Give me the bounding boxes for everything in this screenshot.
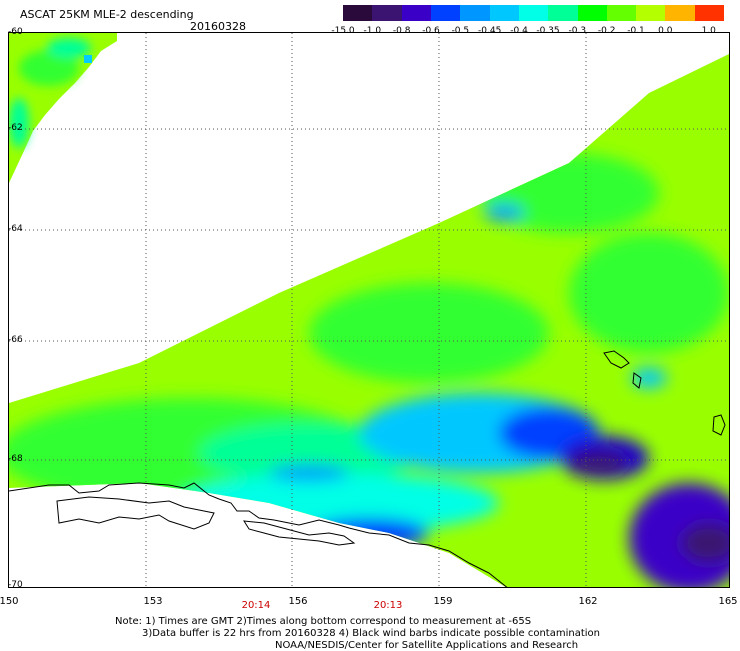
colorbar-label: -15.0 [331,26,355,36]
colorbar-segment [694,5,725,21]
colorbar-label: 1.0 [701,26,716,36]
map-title: ASCAT 25KM MLE-2 descending [20,8,194,21]
lon-label: 156 [288,596,308,607]
colorbar-labels: -15.0 -1.0 -0.8 -0.6 -0.5 -0.45 -0.4 -0.… [331,26,724,38]
swath-topleft [9,33,117,183]
colorbar-label: -1.0 [363,26,382,36]
lon-label: 150 [0,596,19,607]
lat-label: -60 [8,27,23,37]
graticule [9,33,729,587]
colorbar-segment [489,5,519,21]
lat-label: -64 [8,224,23,234]
map-date: 20160328 [190,20,246,33]
colorbar-segment [518,5,549,21]
colorbar-label: -0.8 [392,26,411,36]
colorbar-label: -0.4 [510,26,528,36]
lat-label: -68 [8,454,23,464]
colorbar-segment [372,5,402,21]
colorbar-segment [548,5,578,21]
colorbar-segment [577,5,607,21]
colorbar [343,5,725,21]
lon-label: 159 [433,596,453,607]
note-line-1: Note: 1) Times are GMT 2)Times along bot… [115,616,532,627]
lon-label: 162 [578,596,598,607]
lat-label: -70 [8,580,23,590]
colorbar-label: -0.1 [627,26,645,36]
colorbar-label: -0.5 [451,26,470,36]
colorbar-label: 0.0 [658,26,673,36]
lon-label: 153 [143,596,163,607]
lon-label: 165 [718,596,738,607]
time-label: 20:13 [373,600,403,611]
colorbar-segment [343,5,373,21]
swath-main [9,53,729,587]
note-line-3: NOAA/NESDIS/Center for Satellite Applica… [275,640,579,651]
lat-label: -66 [8,335,23,345]
map-panel [8,32,730,588]
colorbar-segment [401,5,431,21]
colorbar-segment [665,5,695,21]
lat-label: -62 [8,123,23,133]
map-svg [9,33,729,587]
note-line-2: 3)Data buffer is 22 hrs from 20160328 4)… [142,628,600,639]
colorbar-segment [430,5,461,21]
colorbar-label: -0.6 [422,26,440,36]
coastline [9,350,726,587]
colorbar-label: -0.35 [536,26,560,36]
colorbar-label: -0.45 [478,26,502,36]
time-label: 20:14 [241,600,271,611]
colorbar-label: -0.2 [597,26,616,36]
colorbar-segment [460,5,490,21]
colorbar-segment [636,5,666,21]
colorbar-segment [606,5,637,21]
colorbar-label: -0.3 [568,26,587,36]
